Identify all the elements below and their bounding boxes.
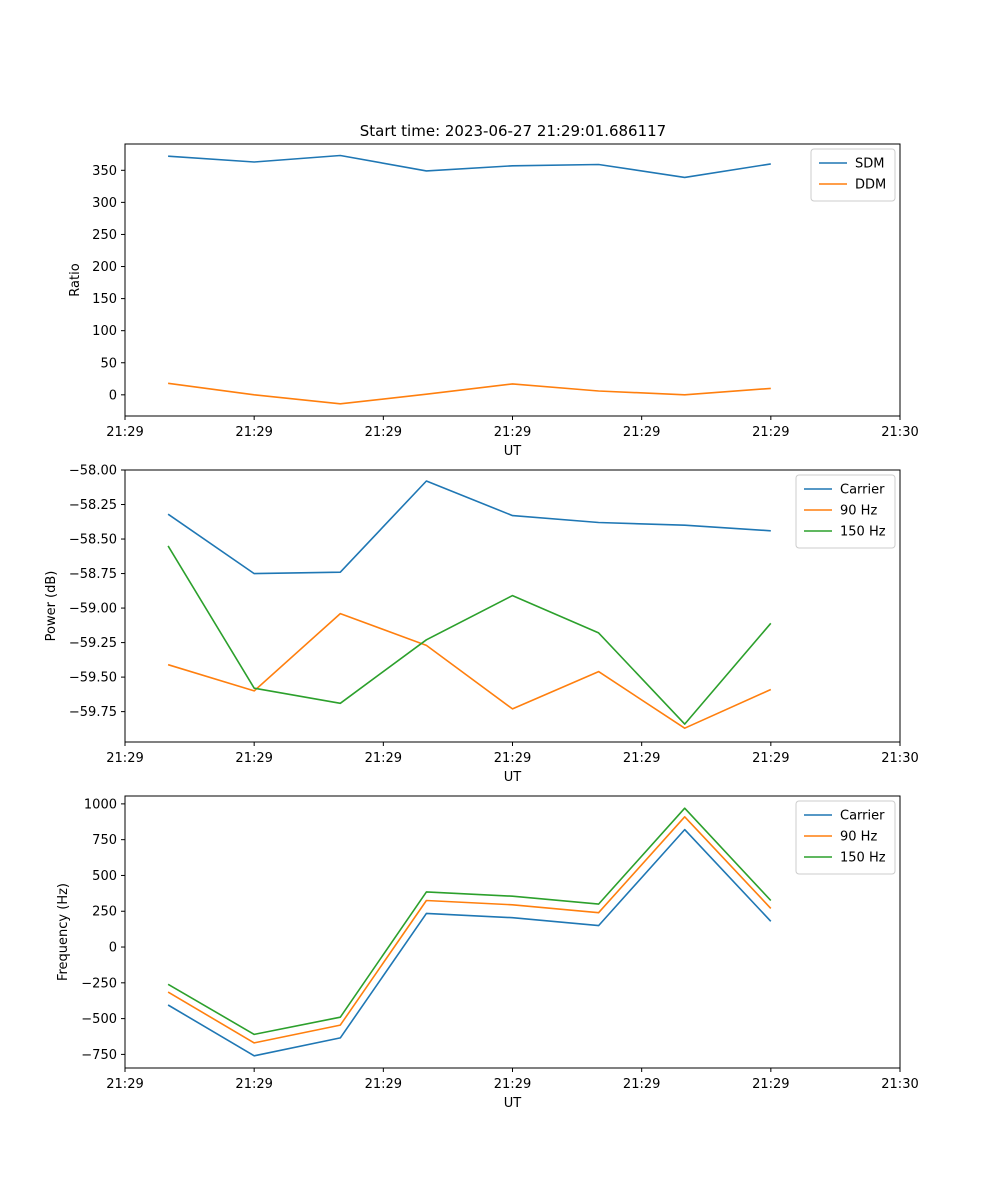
frequency-series-line-carrier (167, 828, 772, 1057)
ratio-x-tick-label: 21:29 (365, 425, 402, 440)
frequency-series-line-90-hz (167, 815, 772, 1044)
frequency-y-tick-label: 500 (92, 869, 117, 884)
ratio-x-tick-label: 21:29 (235, 425, 272, 440)
power-legend-box (795, 474, 896, 549)
ratio-legend-box (810, 148, 896, 202)
frequency-legend: Carrier 90 Hz 150 Hz (795, 800, 896, 875)
power-plot-lines (167, 480, 772, 730)
ratio-y-tick-label: 0 (109, 388, 117, 403)
power-panel: 21:29 21:29 21:29 21:29 21:29 21:29 21:30 −59.… (44, 464, 919, 786)
frequency-y-tick-label: 0 (109, 941, 117, 956)
power-legend-label-carrier: Carrier (840, 483, 885, 498)
frequency-plot-lines (167, 807, 772, 1057)
power-legend: Carrier 90 Hz 150 Hz (795, 474, 896, 549)
frequency-y-tick-label: 250 (92, 905, 117, 920)
power-legend-label-90-hz: 90 Hz (840, 504, 877, 519)
ratio-x-tick-label: 21:29 (106, 425, 143, 440)
ratio-y-tick-label: 150 (92, 292, 117, 307)
ratio-panel: 21:29 21:29 21:29 21:29 21:29 21:29 21:30 0 50 1… (68, 143, 919, 459)
frequency-x-tick-label: 21:29 (623, 1077, 660, 1092)
power-x-tick-label: 21:29 (494, 751, 531, 766)
ratio-legend: SDM DDM (810, 148, 896, 202)
power-y-tick-label: −58.75 (69, 567, 117, 582)
power-x-tick-label: 21:29 (365, 751, 402, 766)
power-series-line-carrier (167, 480, 771, 575)
ratio-y-axis-label: Ratio (68, 263, 83, 296)
power-x-tick-label: 21:30 (881, 751, 918, 766)
ratio-y-tick-label: 50 (100, 356, 117, 371)
frequency-y-tick-label: 750 (92, 833, 117, 848)
power-x-tick-label: 21:29 (623, 751, 660, 766)
ratio-y-tick-label: 200 (92, 260, 117, 275)
power-y-tick-label: −59.50 (69, 671, 117, 686)
frequency-y-tick-label: −750 (81, 1048, 117, 1063)
ratio-legend-label-sdm: SDM (855, 157, 884, 172)
frequency-legend-label-150-hz: 150 Hz (840, 851, 886, 866)
ratio-legend-label-ddm: DDM (855, 178, 886, 193)
ratio-y-ticks: 0 50 100 150 200 250 300 350 (92, 164, 125, 403)
ratio-x-tick-label: 21:29 (494, 425, 531, 440)
power-x-tick-label: 21:29 (235, 751, 272, 766)
ratio-x-ticks: 21:29 21:29 21:29 21:29 21:29 21:29 21:30 (106, 416, 919, 440)
power-x-tick-label: 21:29 (752, 751, 789, 766)
figure-title: Start time: 2023-06-27 21:29:01.686117 (360, 122, 666, 140)
frequency-y-ticks: −750 −500 −250 0 250 500 750 1000 (81, 797, 125, 1063)
ratio-plot-lines (167, 154, 771, 405)
ratio-y-tick-label: 250 (92, 228, 117, 243)
power-y-tick-label: −58.25 (69, 498, 117, 513)
frequency-x-ticks: 21:29 21:29 21:29 21:29 21:29 21:29 21:30 (106, 1068, 919, 1092)
frequency-legend-label-90-hz: 90 Hz (840, 830, 877, 845)
frequency-panel: 21:29 21:29 21:29 21:29 21:29 21:29 21:30 −750… (56, 795, 919, 1111)
ratio-x-tick-label: 21:30 (881, 425, 918, 440)
frequency-x-axis-label: UT (504, 1096, 522, 1111)
frequency-legend-label-carrier: Carrier (840, 809, 885, 824)
power-series-line-90-hz (167, 612, 772, 730)
power-legend-label-150-hz: 150 Hz (840, 525, 886, 540)
power-series-line-150-hz (167, 545, 772, 725)
power-y-tick-label: −59.75 (69, 705, 117, 720)
power-x-tick-label: 21:29 (106, 751, 143, 766)
power-x-axis-label: UT (504, 770, 522, 785)
ratio-x-tick-label: 21:29 (623, 425, 660, 440)
power-y-tick-label: −59.00 (69, 602, 117, 617)
ratio-x-tick-label: 21:29 (752, 425, 789, 440)
frequency-y-tick-label: −500 (81, 1012, 117, 1027)
frequency-x-tick-label: 21:29 (494, 1077, 531, 1092)
power-y-ticks: −59.75 −59.50 −59.25 −59.00 −58.75 −58.50 −58.… (69, 464, 125, 720)
power-y-axis-label: Power (dB) (44, 571, 59, 642)
frequency-x-tick-label: 21:29 (752, 1077, 789, 1092)
frequency-legend-box (795, 800, 896, 875)
ratio-x-axis-label: UT (504, 444, 522, 459)
ratio-series-line-sdm (168, 154, 771, 179)
frequency-x-tick-label: 21:29 (106, 1077, 143, 1092)
frequency-x-tick-label: 21:29 (365, 1077, 402, 1092)
power-x-ticks: 21:29 21:29 21:29 21:29 21:29 21:29 21:30 (106, 742, 919, 766)
ratio-y-tick-label: 100 (92, 324, 117, 339)
frequency-x-tick-label: 21:29 (235, 1077, 272, 1092)
frequency-series-line-150-hz (167, 807, 772, 1036)
power-y-tick-label: −58.00 (69, 464, 117, 479)
frequency-y-axis-label: Frequency (Hz) (56, 883, 71, 981)
power-y-tick-label: −58.50 (69, 533, 117, 548)
power-y-tick-label: −59.25 (69, 636, 117, 651)
ratio-series-line-ddm (167, 382, 771, 405)
frequency-y-tick-label: −250 (81, 976, 117, 991)
frequency-x-tick-label: 21:30 (881, 1077, 918, 1092)
frequency-y-tick-label: 1000 (84, 797, 117, 812)
ratio-y-tick-label: 350 (92, 164, 117, 179)
ratio-y-tick-label: 300 (92, 196, 117, 211)
